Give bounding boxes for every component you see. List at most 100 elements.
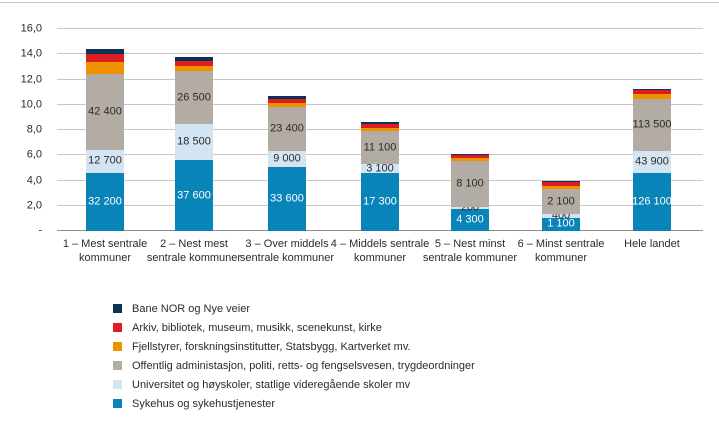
y-axis-labels: - 2,0 4,0 6,0 8,0 10,0 12,0 14,0 16,0 xyxy=(0,23,50,236)
legend-label: Sykehus og sykehustjenester xyxy=(132,397,276,410)
bar-segment: 400 xyxy=(542,210,580,221)
y-tick-label: 14,0 xyxy=(20,47,42,60)
bar-segment: 23 400 xyxy=(268,106,306,152)
segment-value-label: 26 500 xyxy=(177,91,211,103)
bar-5: 4 300 200 8 100 xyxy=(451,29,489,231)
legend-item: Fjellstyrer, forskningsinstitutter, Stat… xyxy=(113,337,475,356)
bar-segment xyxy=(633,88,671,91)
bar-segment: 17 300 xyxy=(361,172,399,231)
bar-segment xyxy=(175,66,213,72)
bar-6: 1 100 400 2 100 xyxy=(542,29,580,231)
segment-value-label: 9 000 xyxy=(273,152,301,165)
bar-segment xyxy=(86,49,124,54)
segment-value-label: 17 300 xyxy=(363,195,397,208)
segment-value-label: 400 xyxy=(551,209,571,222)
bar-segment: 4 300 xyxy=(451,208,489,231)
bar-segment xyxy=(361,122,399,125)
segment-value-label: 32 200 xyxy=(88,195,122,208)
legend-item: Arkiv, bibliotek, museum, musikk, scenek… xyxy=(113,318,475,337)
gridline xyxy=(57,78,703,80)
bar-segment xyxy=(542,181,580,183)
segment-value-label: 23 400 xyxy=(270,122,304,135)
segment-value-label: 8 100 xyxy=(456,177,484,190)
legend-swatch-icon xyxy=(113,380,122,389)
bar-segment: 1 100 xyxy=(542,217,580,231)
y-tick-label: 4,0 xyxy=(26,174,42,186)
legend: Bane NOR og Nye veier Arkiv, bibliotek, m… xyxy=(113,299,475,413)
segment-value-label: 42 400 xyxy=(88,105,122,118)
bar-segment xyxy=(86,53,124,62)
legend-swatch-icon xyxy=(113,399,122,408)
bar-segment: 2 100 xyxy=(542,189,580,214)
x-category-label: 1 – Mest sentrale kommuner xyxy=(62,238,148,264)
bar-segment xyxy=(268,96,306,100)
bar-segment: 126 100 xyxy=(632,172,672,231)
segment-value-label: 12 700 xyxy=(88,154,122,167)
segment-value-label: 1 100 xyxy=(547,217,575,230)
legend-swatch-icon xyxy=(113,304,122,313)
gridline xyxy=(57,103,703,105)
bar-segment xyxy=(451,155,489,159)
segment-value-label: 126 100 xyxy=(632,195,672,208)
bar-segment xyxy=(86,61,124,74)
y-tick-label: 12,0 xyxy=(20,73,42,85)
bar-segment: 37 600 xyxy=(175,160,213,231)
legend-item: Sykehus og sykehustjenester xyxy=(113,394,475,413)
bar-3: 33 600 9 000 23 400 xyxy=(268,29,306,231)
legend-item: Universitet og høyskoler, statlige vider… xyxy=(113,375,475,394)
bar-segment xyxy=(175,61,213,67)
bar-segment: 18 500 xyxy=(175,123,213,161)
bar-segment xyxy=(633,90,671,95)
bar-segment xyxy=(361,127,399,132)
y-tick-label: 6,0 xyxy=(26,148,42,161)
bar-segment xyxy=(542,182,580,186)
bar-segment: 42 400 xyxy=(86,73,124,150)
legend-swatch-icon xyxy=(113,342,122,351)
bar-segment: 33 600 xyxy=(268,166,306,231)
x-category-label: 5 – Nest minst sentrale kommuner xyxy=(422,238,518,264)
bar-1: 32 200 12 700 42 400 xyxy=(86,29,124,231)
segment-value-label: 11 100 xyxy=(363,141,397,154)
legend-item: Bane NOR og Nye veier xyxy=(113,299,475,318)
bar-4: 17 300 3 100 11 100 xyxy=(361,29,399,231)
bar-segment: 200 xyxy=(451,202,489,213)
bar-segment: 26 500 xyxy=(175,71,213,124)
x-category-label: 3 – Over middels sentrale kommuner xyxy=(239,238,335,264)
bar-segment: 12 700 xyxy=(86,149,124,173)
bar-segment xyxy=(542,185,580,190)
legend-label: Fjellstyrer, forskningsinstitutter, Stat… xyxy=(132,340,411,353)
y-tick-label: 16,0 xyxy=(20,22,42,35)
bar-segment: 11 100 xyxy=(361,131,399,165)
gridline xyxy=(57,28,703,29)
bar-segment xyxy=(268,99,306,103)
segment-value-label: 113 500 xyxy=(632,118,672,131)
x-category-label: 4 – Middels sentrale kommuner xyxy=(330,238,430,264)
bar-segment: 113 500 xyxy=(633,99,671,151)
gridline xyxy=(57,53,703,55)
segment-value-label: 200 xyxy=(460,201,480,214)
bar-segment: 32 200 xyxy=(86,172,124,231)
legend-label: Bane NOR og Nye veier xyxy=(132,302,250,315)
x-category-label: 6 – Minst sentrale kommuner xyxy=(517,238,605,264)
segment-value-label: 37 600 xyxy=(177,189,211,202)
bar-segment: 9 000 xyxy=(268,151,306,167)
legend-label: Arkiv, bibliotek, museum, musikk, scenek… xyxy=(132,321,382,334)
bar-segment xyxy=(633,94,671,100)
legend-label: Offentlig administasjon, politi, retts- … xyxy=(132,359,475,372)
x-category-label: Hele landet xyxy=(624,238,680,250)
bar-7: 126 100 43 900 113 500 xyxy=(632,29,672,231)
legend-swatch-icon xyxy=(113,361,122,370)
bar-segment: 3 100 xyxy=(361,163,399,174)
x-category-label: 2 – Nest mest sentrale kommuner xyxy=(146,238,242,264)
bar-segment: 8 100 xyxy=(451,160,489,208)
segment-value-label: 2 100 xyxy=(547,195,575,208)
y-tick-label: - xyxy=(38,224,42,237)
legend-item: Offentlig administasjon, politi, retts- … xyxy=(113,356,475,375)
segment-value-label: 33 600 xyxy=(270,192,304,205)
bar-segment: 43 900 xyxy=(633,150,671,173)
bar-segment xyxy=(268,102,306,107)
bar-segment xyxy=(451,154,489,156)
segment-value-label: 43 900 xyxy=(635,155,669,168)
bar-segment xyxy=(175,57,213,62)
